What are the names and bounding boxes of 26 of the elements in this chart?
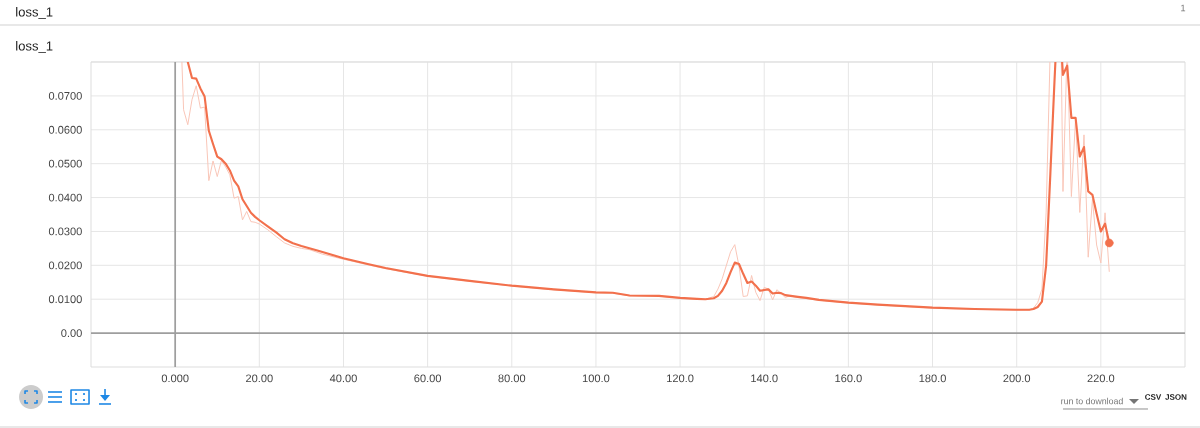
y-tick-label: 0.0300 <box>48 227 82 236</box>
x-tick-label: 100.0 <box>582 374 610 383</box>
x-tick-label: 140.0 <box>751 374 778 383</box>
chart-title: loss_1 <box>16 6 53 20</box>
text: CSV <box>1145 394 1162 400</box>
y-tick-label: 0.0700 <box>48 91 82 100</box>
y-tick-label: 0.0600 <box>48 125 82 134</box>
text: 1 <box>1181 4 1186 12</box>
y-tick-label: 0.0200 <box>48 261 82 270</box>
x-tick-label: 160.0 <box>835 374 862 383</box>
text: run to download <box>1061 397 1123 405</box>
y-tick-label: 0.0500 <box>48 159 82 168</box>
x-tick-label: 220.0 <box>1087 374 1115 383</box>
y-tick-label: 0.0100 <box>48 295 82 304</box>
x-tick-label: 60.00 <box>414 374 442 383</box>
x-tick-label: 120.0 <box>667 374 694 383</box>
x-tick-label: 0.000 <box>161 374 189 383</box>
x-tick-label: 20.00 <box>246 374 273 383</box>
x-tick-label: 40.00 <box>329 374 357 383</box>
y-tick-label: 0.0400 <box>48 193 82 202</box>
x-tick-label: 200.0 <box>1003 374 1031 383</box>
x-tick-label: 180.0 <box>919 374 946 383</box>
x-tick-label: 80.00 <box>498 374 526 383</box>
y-tick-label: 0.00 <box>61 329 82 338</box>
chart-subtitle: loss_1 <box>16 40 53 54</box>
text: JSON <box>1165 394 1187 400</box>
